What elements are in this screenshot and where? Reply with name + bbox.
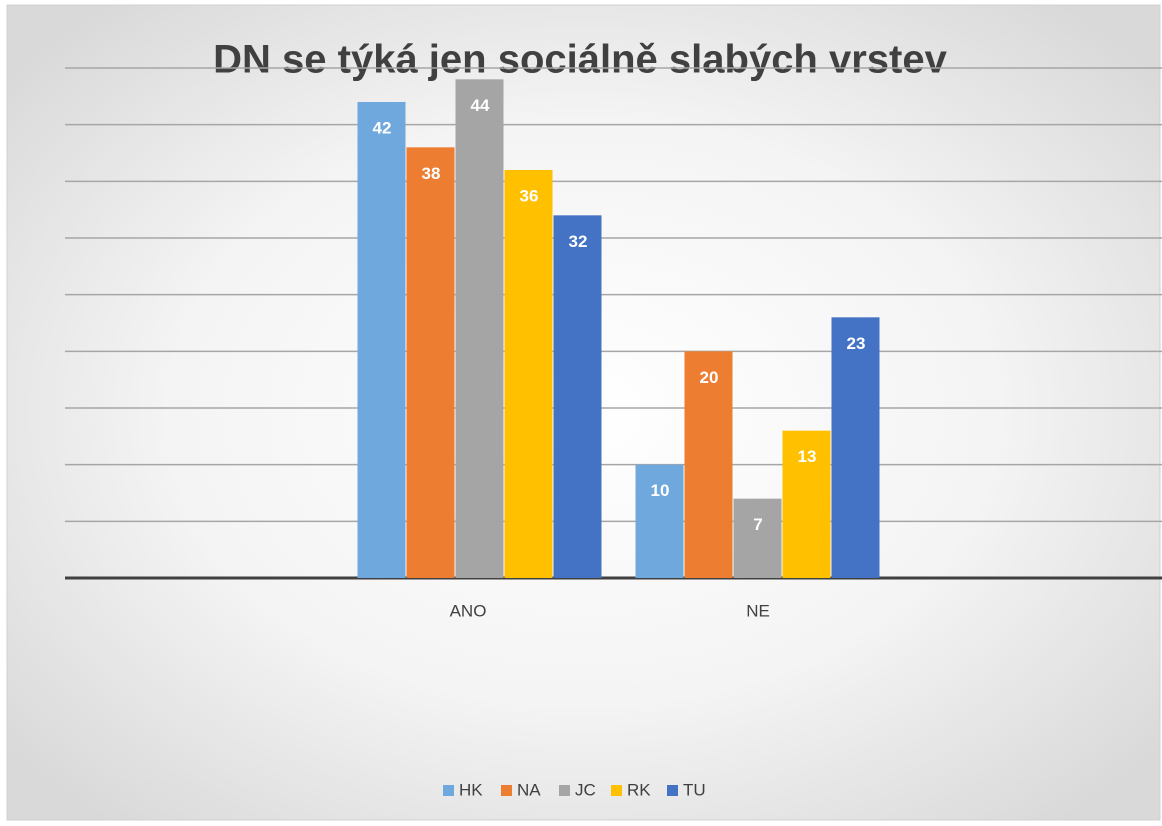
legend-label: RK xyxy=(627,780,651,799)
bar xyxy=(831,317,880,578)
x-tick-label: NE xyxy=(746,601,770,620)
bar xyxy=(357,102,406,578)
data-label: 7 xyxy=(753,515,762,534)
legend-label: NA xyxy=(517,780,541,799)
chart-title: DN se týká jen sociálně slabých vrstev xyxy=(213,38,947,82)
legend-label: HK xyxy=(459,780,483,799)
legend-swatch xyxy=(611,785,622,796)
legend-swatch xyxy=(501,785,512,796)
bar xyxy=(504,170,553,578)
data-label: 38 xyxy=(422,164,441,183)
bar xyxy=(733,498,782,578)
data-label: 20 xyxy=(700,368,719,387)
bar xyxy=(684,351,733,578)
bar xyxy=(553,215,602,579)
data-label: 10 xyxy=(651,481,670,500)
bar xyxy=(406,147,455,579)
legend-swatch xyxy=(559,785,570,796)
data-label: 32 xyxy=(569,232,588,251)
data-label: 44 xyxy=(471,96,490,115)
bar xyxy=(782,430,831,578)
legend-label: TU xyxy=(683,780,706,799)
data-label: 23 xyxy=(847,334,866,353)
bar xyxy=(455,79,504,578)
legend-swatch xyxy=(443,785,454,796)
legend-swatch xyxy=(667,785,678,796)
data-label: 36 xyxy=(520,186,539,205)
data-label: 13 xyxy=(798,447,817,466)
bar xyxy=(635,464,684,578)
x-tick-label: ANO xyxy=(450,601,487,620)
legend-label: JC xyxy=(575,780,596,799)
data-label: 42 xyxy=(373,118,392,137)
